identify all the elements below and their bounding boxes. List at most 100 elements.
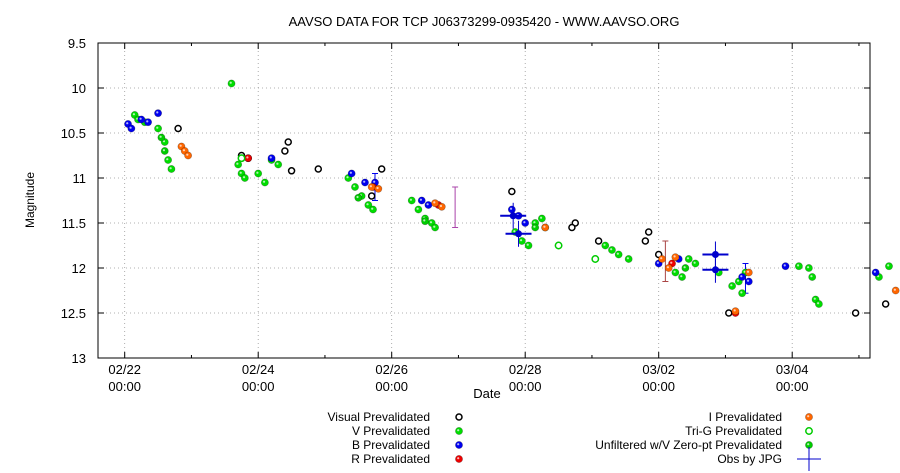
legend-marker-highlight (457, 457, 460, 460)
x-tick-date: 02/24 (242, 362, 275, 377)
x-tick-date: 03/04 (776, 362, 809, 377)
data-point-highlight (373, 180, 376, 183)
data-point-highlight (877, 275, 880, 278)
data-point (347, 169, 356, 178)
data-point (684, 255, 693, 263)
data-point-highlight (783, 264, 786, 267)
data-point-highlight (419, 198, 423, 201)
legend-marker-highlight (457, 429, 460, 432)
data-point (424, 201, 433, 209)
y-axis-label: Magnitude (23, 172, 37, 228)
data-point-highlight (513, 230, 516, 233)
data-point (174, 124, 182, 133)
y-tick-label: 11.5 (62, 216, 86, 231)
data-point-highlight (813, 297, 816, 300)
data-point-highlight (616, 252, 619, 255)
data-point-highlight (526, 243, 529, 246)
data-point (367, 183, 376, 191)
data-point (608, 246, 616, 254)
data-point-highlight (132, 113, 136, 116)
data-point (725, 309, 733, 317)
x-tick-time: 00:00 (242, 379, 275, 394)
legend-marker-highlight (807, 443, 810, 446)
data-point (524, 241, 533, 250)
data-point-highlight (423, 219, 426, 222)
data-point-highlight (182, 149, 186, 152)
data-point-highlight (179, 144, 182, 147)
data-point (885, 262, 893, 271)
y-tick-label: 9.5 (68, 36, 86, 51)
legend-label: R Prevalidated (351, 452, 430, 466)
data-point-highlight (126, 122, 129, 125)
data-point-highlight (509, 207, 513, 210)
legend-marker (805, 413, 813, 421)
data-point-highlight (746, 279, 750, 282)
data-point-highlight (539, 216, 543, 219)
data-point (515, 230, 523, 238)
data-point (254, 169, 263, 178)
data-point (671, 253, 680, 262)
data-point (377, 165, 386, 173)
data-point-highlight (166, 158, 169, 161)
data-point (287, 167, 296, 175)
data-point-highlight (670, 261, 673, 264)
legend-label: Unfiltered w/V Zero-pt Prevalidated (595, 438, 782, 452)
data-point (591, 255, 600, 263)
x-tick-time: 00:00 (776, 379, 809, 394)
data-point (284, 138, 292, 146)
data-point (658, 255, 666, 263)
data-point (711, 251, 719, 258)
data-point (314, 165, 323, 173)
data-point-highlight (242, 176, 246, 179)
data-point-highlight (740, 275, 743, 278)
data-point (157, 133, 166, 142)
data-point-highlight (873, 270, 876, 273)
data-point (568, 223, 576, 232)
data-point-highlight (159, 135, 162, 138)
data-point (537, 214, 546, 223)
data-point (691, 259, 700, 268)
data-point-highlight (893, 288, 896, 291)
data-point (815, 300, 823, 308)
data-point (164, 156, 172, 164)
data-point-highlight (146, 120, 149, 123)
y-tick-label: 13 (72, 351, 86, 366)
data-point-highlight (673, 255, 676, 258)
data-point-highlight (810, 275, 813, 278)
data-point (624, 255, 633, 263)
data-point (728, 282, 737, 290)
data-point (541, 223, 550, 232)
data-point (431, 199, 439, 208)
data-point-highlight (796, 264, 800, 267)
data-point-highlight (276, 162, 279, 165)
data-point (407, 196, 416, 205)
data-point-highlight (262, 180, 266, 183)
data-point (531, 223, 540, 232)
data-point-highlight (239, 171, 242, 174)
data-point (369, 205, 377, 214)
data-point-highlight (156, 126, 159, 129)
data-point-highlight (139, 117, 142, 120)
data-point (437, 202, 446, 211)
x-tick-time: 00:00 (642, 379, 675, 394)
data-point (240, 174, 249, 182)
chart-title: AAVSO DATA FOR TCP J06373299-0935420 - W… (289, 14, 680, 29)
data-point (260, 178, 269, 187)
data-point (678, 273, 686, 281)
legend-marker (805, 427, 813, 435)
legend-marker (455, 413, 463, 421)
data-point-highlight (356, 195, 359, 199)
legend-label: V Prevalidated (352, 424, 430, 438)
legend-label: Visual Prevalidated (327, 410, 430, 424)
data-point-highlight (409, 198, 413, 201)
data-point-highlight (673, 270, 676, 273)
data-point-highlight (439, 204, 443, 208)
data-point (744, 268, 753, 277)
data-point (794, 262, 803, 271)
data-point (614, 250, 623, 259)
data-point-highlight (806, 266, 810, 269)
data-point-highlight (519, 239, 523, 242)
legend-marker (455, 427, 463, 435)
data-point-highlight (366, 203, 369, 206)
